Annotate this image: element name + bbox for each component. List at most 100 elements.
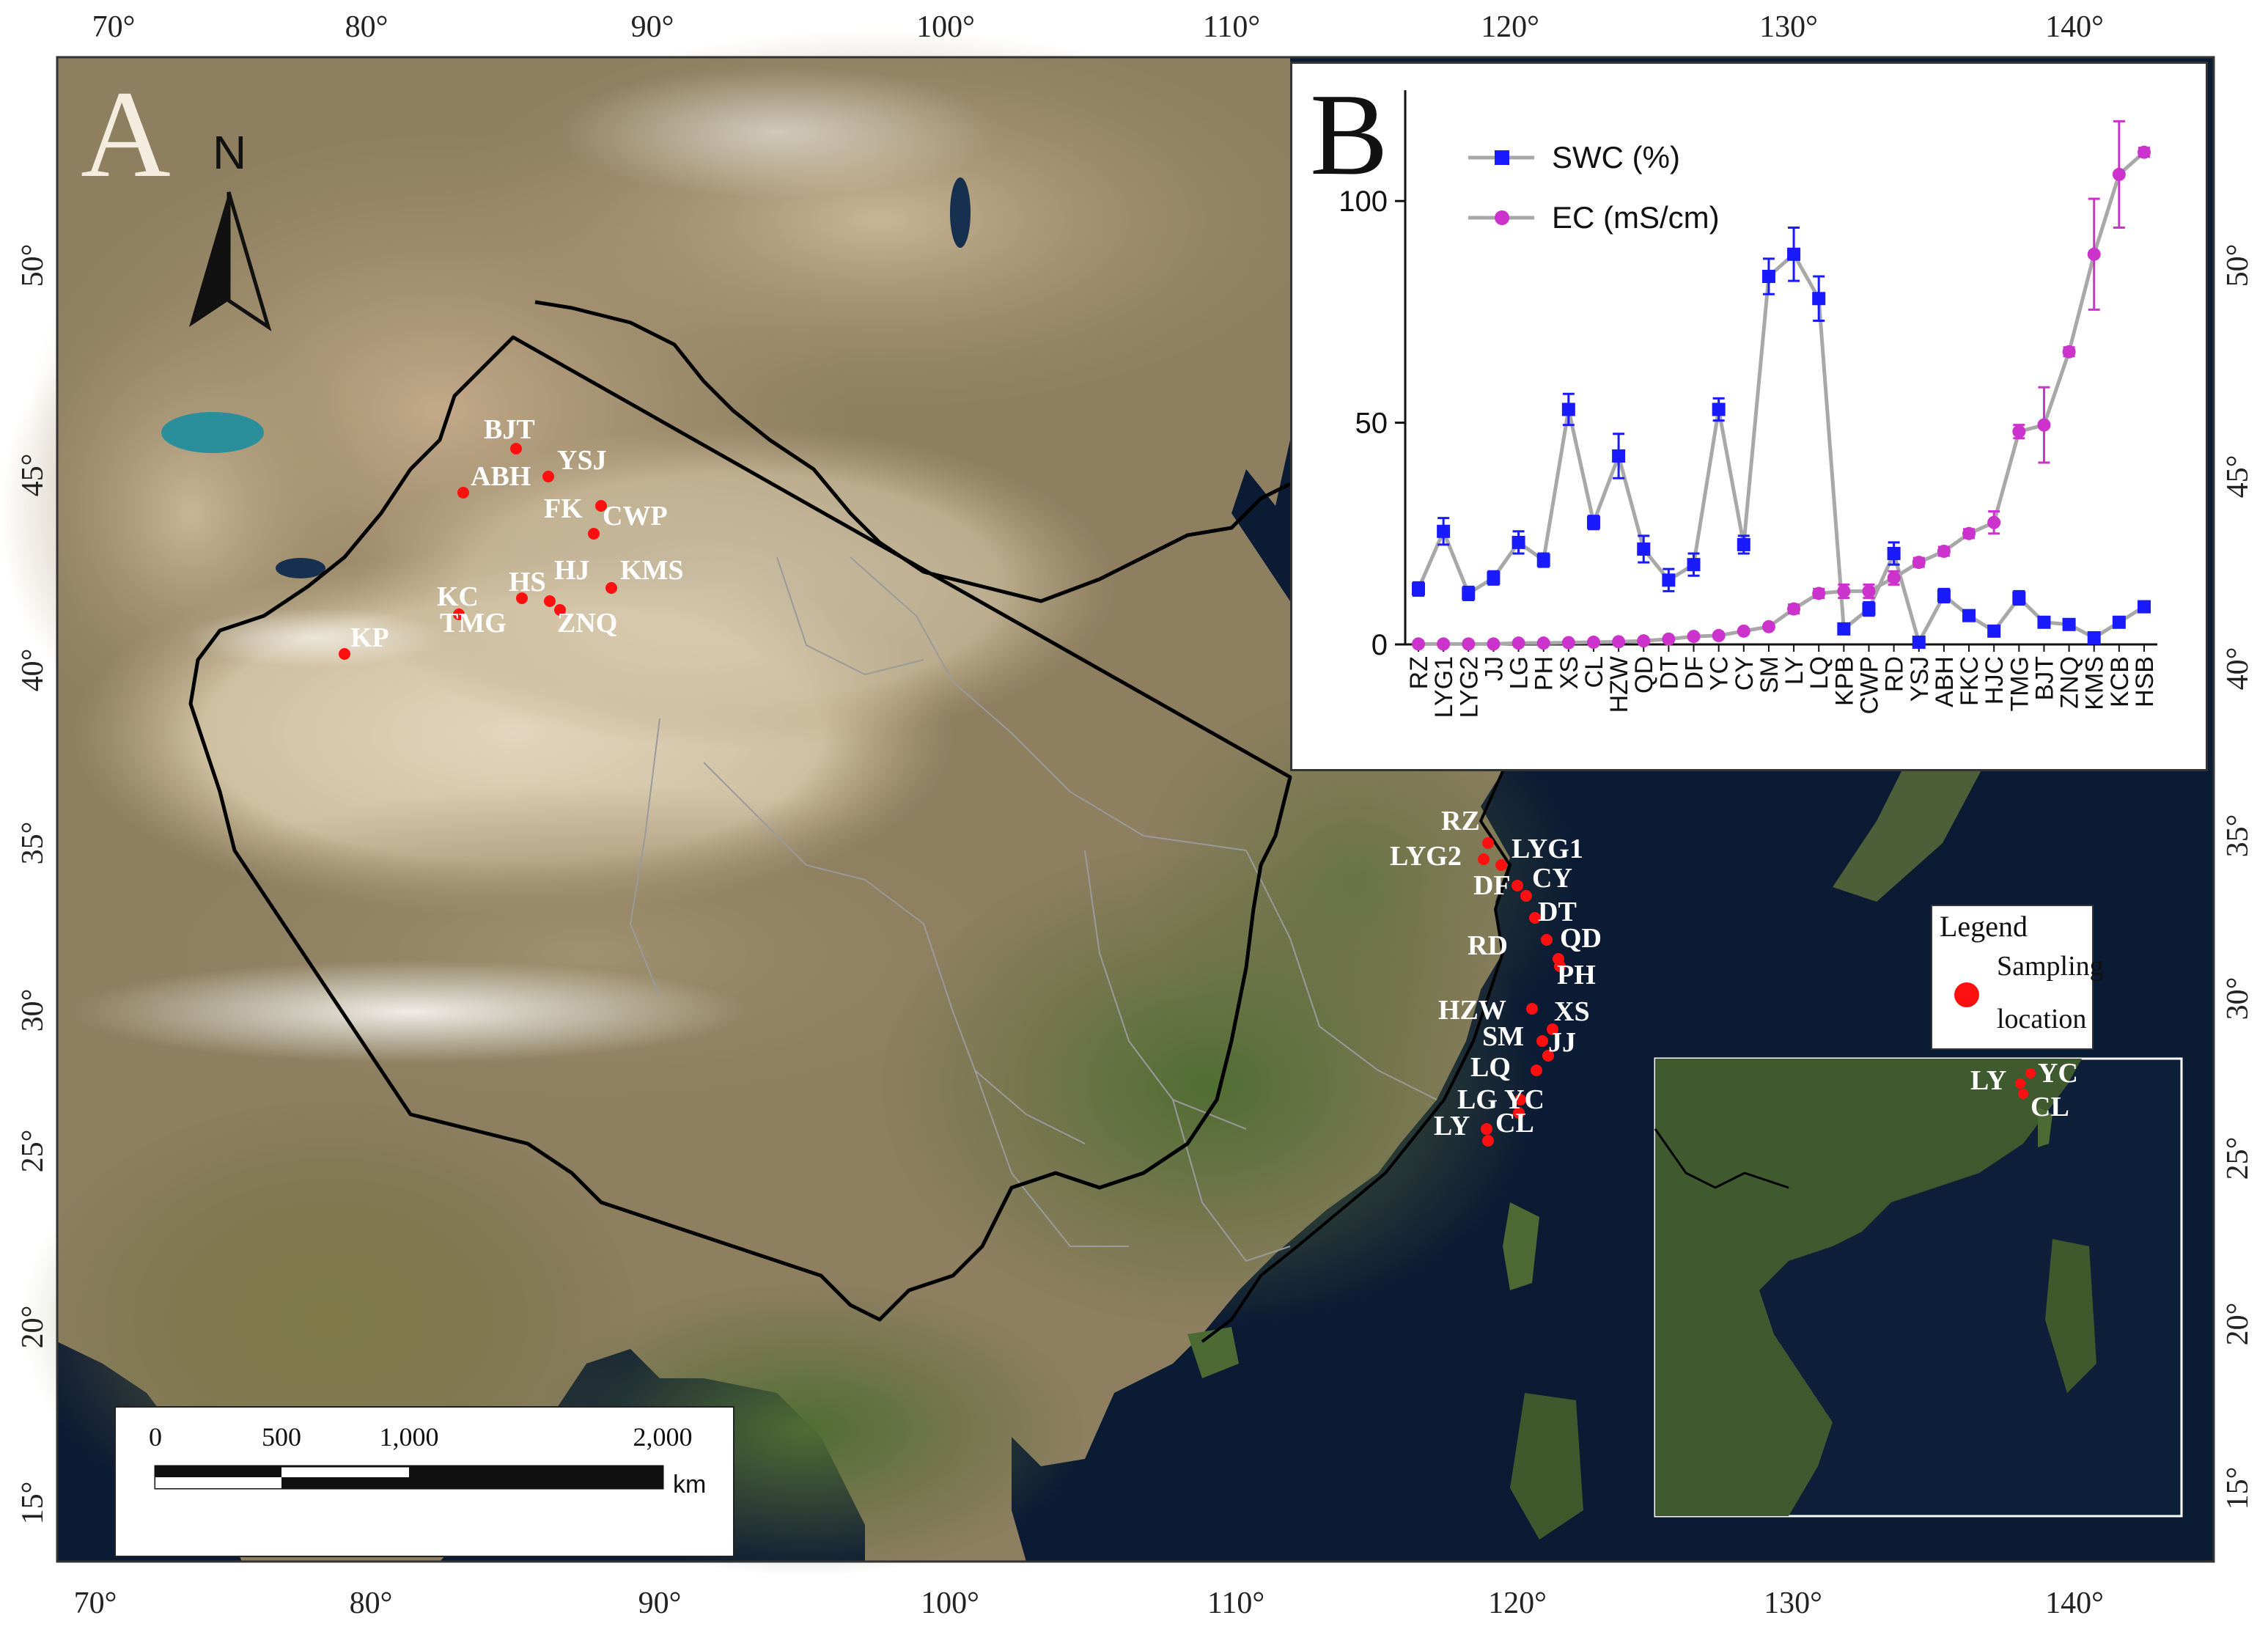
chart-point-swc: [2062, 617, 2076, 631]
site-label-cl: CL: [1495, 1108, 1534, 1139]
site-marker-hzw: [1526, 1003, 1538, 1015]
lat-label-left-15: 15°: [16, 1482, 50, 1525]
chart-point-ec: [1612, 635, 1626, 649]
chart-x-tick-label: CY: [1731, 656, 1759, 691]
scale-seg-1-bottom: [155, 1477, 281, 1488]
cloud-cover: [557, 66, 997, 198]
site-label-qd: QD: [1560, 923, 1602, 954]
chart-point-ec: [1787, 602, 1801, 616]
lat-label-right-50: 50°: [2221, 244, 2255, 287]
site-marker-fk: [595, 500, 607, 512]
lon-label-top-130: 130°: [1759, 10, 1818, 44]
chart-point-ec: [2087, 247, 2101, 261]
chart-point-ec: [2037, 418, 2051, 432]
chart-point-ec: [1812, 586, 1826, 600]
hainan-island: [1188, 1327, 1239, 1378]
site-label-znq: ZNQ: [557, 608, 617, 639]
china-coastline: [1201, 771, 1512, 1343]
chart-point-ec: [1536, 636, 1550, 650]
site-marker-xs: [1547, 1023, 1558, 1035]
lon-label-bottom-130: 130°: [1764, 1586, 1822, 1620]
chart-x-tick-label: CWP: [1855, 656, 1883, 714]
scale-seg-2-bottom: [281, 1477, 409, 1488]
lon-label-top-110: 110°: [1203, 10, 1260, 44]
site-label-ly: LY: [1434, 1111, 1470, 1141]
lon-label-bottom-80: 80°: [350, 1586, 393, 1620]
lon-label-bottom-100: 100°: [921, 1586, 979, 1620]
legend-marker-ec: [1495, 210, 1509, 225]
north-label: N: [213, 126, 246, 179]
chart-x-tick-label: ZNQ: [2056, 656, 2084, 709]
chart-x-tick-label: HSB: [2131, 656, 2159, 707]
site-marker-sm: [1536, 1035, 1548, 1047]
site-label-hzw: HZW: [1438, 995, 1506, 1026]
site-label-yc: YC: [1504, 1084, 1544, 1115]
legend-series-label: SWC (%): [1552, 140, 1680, 174]
chart-point-swc: [2012, 591, 2026, 605]
lat-label-left-35: 35°: [16, 822, 50, 865]
site-label-ph: PH: [1557, 960, 1596, 990]
chart-x-tick-label: RZ: [1405, 656, 1433, 689]
lon-label-top-100: 100°: [916, 10, 975, 44]
chart-x-tick-label: PH: [1531, 656, 1558, 691]
chart-point-swc: [1536, 554, 1550, 567]
lon-label-bottom-90: 90°: [638, 1586, 682, 1620]
site-marker-znq: [554, 604, 566, 616]
chart-point-swc: [1887, 547, 1901, 561]
site-label-abh: ABH: [471, 461, 531, 492]
chart-x-tick-label: JJ: [1480, 656, 1508, 681]
chart-point-swc: [1912, 635, 1926, 649]
scale-seg-1-top: [155, 1466, 281, 1477]
site-label-hs: HS: [509, 567, 546, 597]
lon-label-top-120: 120°: [1481, 10, 1539, 44]
site-marker-jj: [1542, 1050, 1554, 1062]
lat-label-left-45: 45°: [16, 454, 50, 497]
chart-point-swc: [1687, 558, 1701, 572]
site-marker-lyg2: [1478, 853, 1490, 865]
chart-series: [1412, 119, 2151, 651]
chart-point-swc: [1712, 402, 1726, 416]
chart-svg: B 0 50 100 RZLYG1LYG2JJLGPHXSCLHZWQDDTDFYC…: [1310, 69, 2159, 718]
chart-point-ec: [1737, 624, 1750, 638]
himalaya-snow: [73, 960, 748, 1063]
site-marker-ly: [1481, 1123, 1492, 1135]
scale-bar-svg: 0 500 1,000 2,000 km: [149, 1422, 706, 1499]
chart-point-swc: [2138, 600, 2151, 614]
scale-unit: km: [673, 1471, 706, 1499]
site-marker-ph: [1554, 960, 1566, 972]
chart-point-ec: [1412, 637, 1425, 651]
tianshan-snow: [183, 608, 447, 667]
lon-label-bottom-140: 140°: [2045, 1586, 2104, 1620]
chart-x-tick-label: LG: [1506, 656, 1534, 689]
chart-point-ec: [1987, 515, 2001, 529]
chart-series-line: [1418, 150, 2146, 646]
inset-label-yc: YC: [2038, 1058, 2078, 1089]
chart-point-ec: [1761, 619, 1775, 633]
lat-label-right-15: 15°: [2221, 1467, 2255, 1510]
province-borders: [629, 556, 1437, 1262]
scale-label-500: 500: [262, 1422, 301, 1452]
site-label-sm: SM: [1482, 1021, 1524, 1052]
lat-labels-right: 15° 20° 25° 30° 35° 40° 45° 50°: [2221, 244, 2255, 1510]
chart-point-ec: [1837, 584, 1851, 598]
chart-x-tick-label: DF: [1681, 656, 1709, 689]
lon-label-top-90: 90°: [631, 10, 674, 44]
lat-label-left-40: 40°: [16, 649, 50, 692]
site-label-bjt: BJT: [484, 414, 535, 445]
chart-point-ec: [2012, 424, 2026, 438]
chart-point-swc: [2112, 615, 2126, 629]
chart-point-ec: [1561, 636, 1575, 650]
chart-x-tick-label: BJT: [2030, 656, 2058, 700]
legend-series-label: EC (mS/cm): [1552, 200, 1720, 235]
inset-marker-ly: [2015, 1078, 2025, 1089]
lon-label-top-70: 70°: [92, 10, 136, 44]
site-label-rd: RD: [1468, 930, 1508, 961]
inset-border: [1654, 1128, 1789, 1189]
chart-point-ec: [1912, 556, 1926, 570]
inset-taiwan: [2038, 1107, 2052, 1147]
site-marker-rd: [1541, 934, 1553, 946]
site-marker-bjt: [510, 443, 522, 455]
chart-x-tick-label: QD: [1630, 656, 1658, 694]
chart-x-tick-label: ABH: [1931, 656, 1959, 707]
site-label-dt: DT: [1538, 897, 1577, 927]
